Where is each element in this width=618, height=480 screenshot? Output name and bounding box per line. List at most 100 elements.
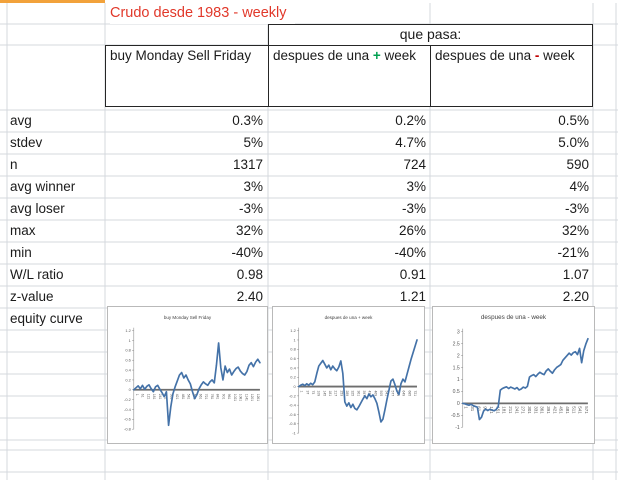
- cell-value[interactable]: 0.3%: [232, 113, 263, 128]
- column-header-after-negative-week[interactable]: despues de una - week: [430, 45, 593, 107]
- top-accent-bar: [0, 0, 105, 3]
- svg-text:253: 253: [339, 390, 343, 396]
- svg-text:181: 181: [152, 394, 156, 400]
- cell-value[interactable]: 1.07: [562, 267, 589, 282]
- cell-value[interactable]: 0.98: [236, 267, 263, 282]
- svg-text:505: 505: [379, 390, 383, 396]
- svg-text:1.2: 1.2: [290, 328, 295, 333]
- cell-value[interactable]: 5%: [243, 135, 263, 150]
- row-label[interactable]: min: [10, 245, 32, 260]
- svg-text:397: 397: [362, 390, 366, 396]
- row-label[interactable]: n: [10, 157, 18, 172]
- minus-sign: -: [534, 48, 540, 63]
- svg-text:1: 1: [129, 338, 131, 343]
- svg-text:2: 2: [457, 353, 460, 359]
- cell-value[interactable]: 32%: [235, 223, 263, 238]
- svg-text:325: 325: [351, 390, 355, 396]
- svg-text:331: 331: [533, 406, 538, 414]
- svg-text:-0.5: -0.5: [451, 413, 460, 419]
- cell-value[interactable]: 26%: [398, 223, 426, 238]
- cell-value[interactable]: 4%: [569, 179, 589, 194]
- svg-text:-0.2: -0.2: [289, 393, 296, 398]
- svg-text:361: 361: [356, 390, 360, 396]
- svg-text:577: 577: [390, 390, 394, 396]
- equity-chart-after-negative-week[interactable]: despues de una - week 3 2.5 2 1.5 1 0.5 0 -0.5 -1…: [432, 306, 595, 444]
- column-header-label: week: [380, 48, 417, 63]
- svg-text:211: 211: [508, 406, 513, 414]
- svg-text:0.8: 0.8: [125, 348, 131, 353]
- svg-text:0.8: 0.8: [290, 347, 296, 352]
- column-header-label: buy Monday Sell Friday: [110, 48, 252, 63]
- equity-chart-after-positive-week[interactable]: despues de una + week 1.2 1 0.8 0.6 0.4 0.2 0 -0…: [272, 306, 425, 444]
- cell-value[interactable]: 590: [566, 157, 589, 172]
- svg-text:271: 271: [521, 406, 526, 414]
- cell-value[interactable]: 724: [403, 157, 426, 172]
- svg-text:buy Monday Sell Friday: buy Monday Sell Friday: [164, 315, 212, 320]
- svg-text:217: 217: [334, 390, 338, 396]
- svg-text:-0.4: -0.4: [289, 403, 297, 408]
- row-label[interactable]: stdev: [10, 135, 43, 150]
- svg-text:151: 151: [495, 406, 500, 414]
- cell-value[interactable]: 0.91: [399, 267, 426, 282]
- svg-text:301: 301: [164, 394, 168, 400]
- cell-value[interactable]: 32%: [561, 223, 589, 238]
- svg-text:1021: 1021: [233, 394, 237, 402]
- svg-text:despues de una - week: despues de una - week: [481, 314, 547, 321]
- svg-text:1201: 1201: [250, 394, 254, 402]
- row-label[interactable]: avg winner: [10, 179, 76, 194]
- cell-value[interactable]: 3%: [243, 179, 263, 194]
- row-label[interactable]: equity curve: [10, 311, 83, 326]
- row-label[interactable]: z-value: [10, 289, 54, 304]
- cell-value[interactable]: 0.2%: [395, 113, 426, 128]
- table-row-max: max 32% 26% 32%: [0, 220, 618, 242]
- row-label[interactable]: max: [10, 223, 36, 238]
- cell-value[interactable]: 0.5%: [558, 113, 589, 128]
- cell-value[interactable]: -3%: [564, 201, 589, 216]
- svg-text:721: 721: [413, 390, 417, 396]
- que-pasa-header-cell[interactable]: que pasa:: [268, 24, 593, 47]
- svg-text:despues de una + week: despues de una + week: [325, 315, 374, 320]
- cell-value[interactable]: 3%: [406, 179, 426, 194]
- table-row-n: n 1317 724 590: [0, 154, 618, 176]
- cell-value[interactable]: 2.40: [236, 289, 263, 304]
- svg-text:61: 61: [141, 394, 145, 398]
- table-row-z-value: z-value 2.40 1.21 2.20: [0, 286, 618, 308]
- svg-text:-0.4: -0.4: [124, 407, 132, 412]
- svg-text:-0.8: -0.8: [289, 421, 297, 426]
- cell-value[interactable]: -40%: [231, 245, 263, 260]
- svg-text:511: 511: [571, 406, 576, 414]
- row-label[interactable]: avg loser: [10, 201, 65, 216]
- svg-text:541: 541: [187, 394, 191, 400]
- equity-chart-buy-monday-sell-friday[interactable]: buy Monday Sell Friday 1.2 1 0.8 0.6 0.4 0.2 0 -…: [107, 306, 268, 444]
- cell-value[interactable]: -40%: [394, 245, 426, 260]
- svg-text:433: 433: [368, 390, 372, 396]
- svg-text:31: 31: [470, 406, 475, 412]
- svg-text:481: 481: [565, 406, 570, 414]
- svg-text:121: 121: [146, 394, 150, 400]
- cell-value[interactable]: -3%: [238, 201, 263, 216]
- svg-text:361: 361: [169, 394, 173, 400]
- row-label[interactable]: W/L ratio: [10, 267, 64, 282]
- cell-value[interactable]: 1317: [232, 157, 263, 172]
- cell-value[interactable]: 5.0%: [558, 135, 589, 150]
- svg-text:1: 1: [135, 394, 139, 396]
- row-label[interactable]: avg: [10, 113, 32, 128]
- sheet-title-cell[interactable]: Crudo desde 1983 - weekly: [110, 3, 295, 24]
- cell-value[interactable]: -3%: [401, 201, 426, 216]
- column-header-buy-monday-sell-friday[interactable]: buy Monday Sell Friday: [105, 45, 269, 107]
- svg-text:37: 37: [305, 390, 309, 394]
- column-header-label: despues de una: [273, 48, 373, 63]
- svg-text:901: 901: [221, 394, 225, 400]
- svg-text:481: 481: [181, 394, 185, 400]
- column-header-after-positive-week[interactable]: despues de una + week: [268, 45, 431, 107]
- svg-text:-1: -1: [455, 425, 460, 431]
- cell-value[interactable]: 2.20: [562, 289, 589, 304]
- cell-value[interactable]: 1.21: [399, 289, 426, 304]
- svg-text:0: 0: [457, 401, 460, 407]
- svg-text:571: 571: [584, 406, 589, 414]
- svg-text:841: 841: [216, 394, 220, 400]
- cell-value[interactable]: 4.7%: [395, 135, 426, 150]
- svg-text:1: 1: [300, 390, 304, 392]
- cell-value[interactable]: -21%: [557, 245, 589, 260]
